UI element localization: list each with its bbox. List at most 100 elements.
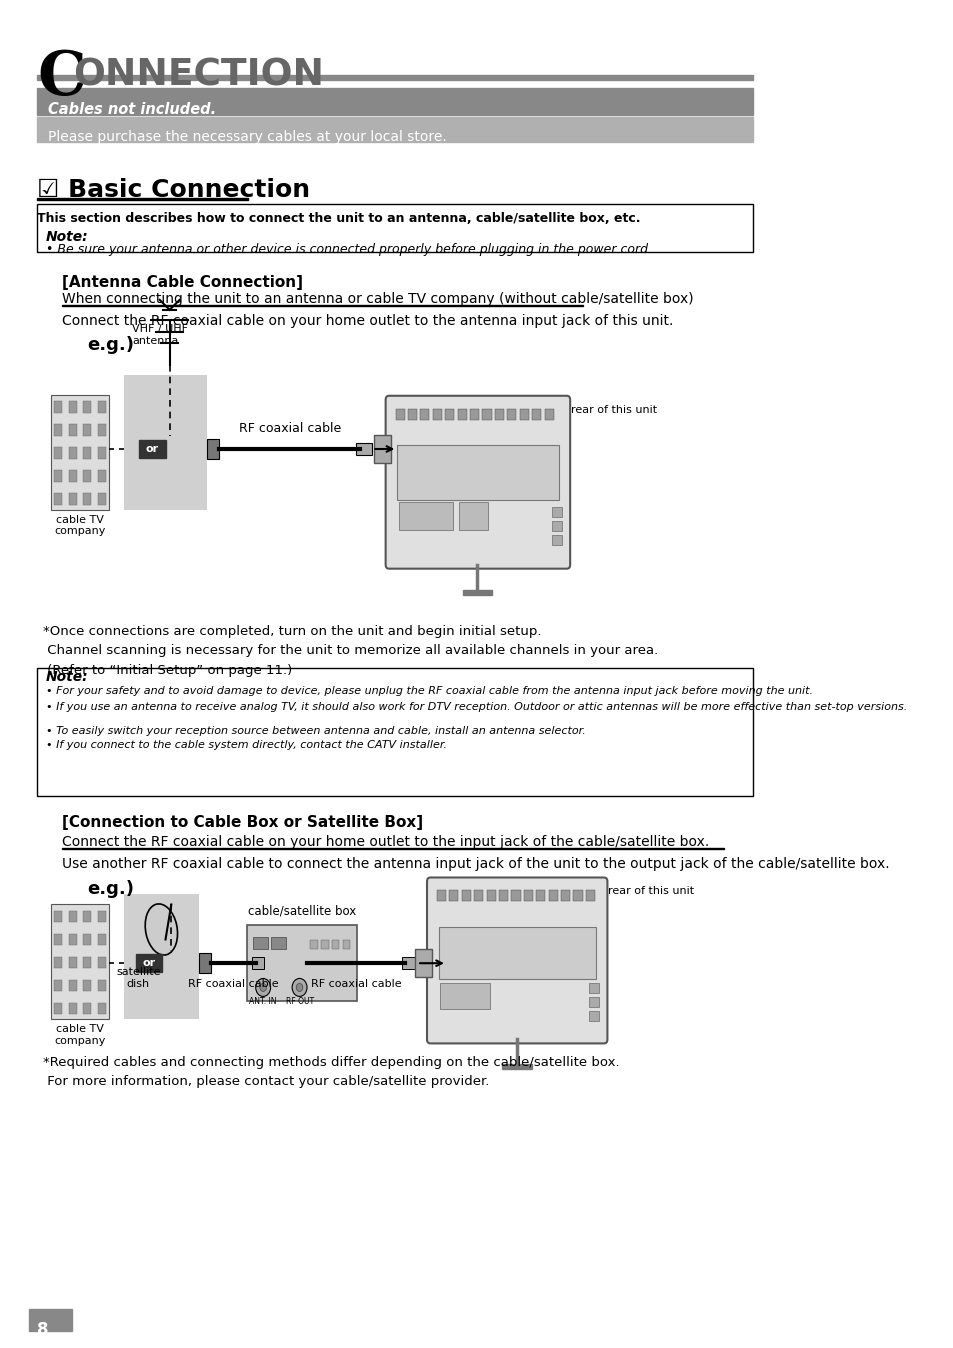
Bar xyxy=(573,891,582,902)
Text: • If you connect to the cable system directly, contact the CATV installer.: • If you connect to the cable system dir… xyxy=(46,740,446,749)
Bar xyxy=(51,905,110,1019)
Text: When connecting the unit to an antenna or cable TV company (without cable/satell: When connecting the unit to an antenna o… xyxy=(62,291,693,306)
Text: ANT. IN: ANT. IN xyxy=(249,998,276,1007)
Bar xyxy=(486,891,496,902)
Bar xyxy=(54,934,62,945)
Bar xyxy=(98,402,106,412)
Bar xyxy=(54,425,62,435)
Text: rear of this unit: rear of this unit xyxy=(608,887,694,896)
Bar xyxy=(54,980,62,991)
Bar xyxy=(98,448,106,458)
Text: Connect the RF coaxial cable on your home outlet to the antenna input jack of th: Connect the RF coaxial cable on your hom… xyxy=(62,314,673,328)
Bar xyxy=(507,408,516,419)
Bar xyxy=(585,891,595,902)
Text: EN: EN xyxy=(36,1336,51,1345)
Bar xyxy=(37,117,752,142)
Bar xyxy=(69,470,77,481)
Bar xyxy=(83,934,91,945)
Bar xyxy=(83,448,91,458)
FancyBboxPatch shape xyxy=(427,878,607,1043)
Bar xyxy=(54,911,62,922)
Bar xyxy=(69,957,77,968)
Text: e.g.): e.g.) xyxy=(87,336,133,353)
Bar xyxy=(69,493,77,504)
Bar xyxy=(83,911,91,922)
Bar xyxy=(449,891,458,902)
Bar xyxy=(395,408,404,419)
Bar xyxy=(98,957,106,968)
Bar xyxy=(54,470,62,481)
Bar xyxy=(54,402,62,412)
Bar xyxy=(470,408,478,419)
FancyBboxPatch shape xyxy=(385,396,570,569)
Bar xyxy=(253,957,264,969)
FancyBboxPatch shape xyxy=(37,204,752,252)
Text: ☑ Basic Connection: ☑ Basic Connection xyxy=(37,178,310,202)
Text: ONNECTION: ONNECTION xyxy=(72,58,323,94)
Bar xyxy=(544,408,553,419)
Bar xyxy=(83,402,91,412)
Text: or: or xyxy=(146,443,158,454)
Bar xyxy=(198,953,211,973)
Bar xyxy=(536,891,545,902)
Text: This section describes how to connect the unit to an antenna, cable/satellite bo: This section describes how to connect th… xyxy=(37,212,640,225)
Bar xyxy=(532,408,540,419)
Bar xyxy=(548,891,558,902)
Text: 8: 8 xyxy=(37,1321,49,1340)
Text: Cables not included.: Cables not included. xyxy=(48,102,216,117)
Bar xyxy=(439,984,490,1010)
Bar xyxy=(560,891,570,902)
Bar xyxy=(310,941,317,949)
Text: satellite
dish: satellite dish xyxy=(116,968,160,989)
Bar xyxy=(54,493,62,504)
Bar xyxy=(54,1003,62,1014)
Bar xyxy=(272,937,286,949)
Bar xyxy=(402,957,416,969)
Bar xyxy=(83,957,91,968)
Bar xyxy=(83,493,91,504)
Bar xyxy=(396,445,558,500)
Bar xyxy=(83,425,91,435)
Text: • To easily switch your reception source between antenna and cable, install an a: • To easily switch your reception source… xyxy=(46,725,584,736)
Bar xyxy=(321,941,328,949)
Ellipse shape xyxy=(255,979,271,996)
Bar xyxy=(589,998,598,1007)
FancyBboxPatch shape xyxy=(37,667,752,795)
Text: or: or xyxy=(142,958,155,968)
Bar xyxy=(523,891,533,902)
Ellipse shape xyxy=(259,984,266,991)
Bar xyxy=(37,75,752,80)
Bar xyxy=(135,954,162,972)
Bar xyxy=(253,937,268,949)
Text: • For your safety and to avoid damage to device, please unplug the RF coaxial ca: • For your safety and to avoid damage to… xyxy=(46,686,812,696)
Bar xyxy=(461,891,471,902)
Bar xyxy=(69,911,77,922)
Bar xyxy=(51,395,110,510)
FancyBboxPatch shape xyxy=(246,926,357,1002)
Text: RF coaxial cable: RF coaxial cable xyxy=(238,422,340,435)
Bar xyxy=(552,507,561,516)
Bar xyxy=(83,980,91,991)
Bar xyxy=(37,88,752,115)
Text: RF coaxial cable: RF coaxial cable xyxy=(311,979,401,989)
Bar xyxy=(83,1003,91,1014)
Bar xyxy=(433,408,441,419)
Text: Use another RF coaxial cable to connect the antenna input jack of the unit to th: Use another RF coaxial cable to connect … xyxy=(62,856,889,871)
Bar xyxy=(408,408,416,419)
Bar xyxy=(498,891,508,902)
Text: RF OUT: RF OUT xyxy=(285,998,314,1007)
Text: cable TV
company: cable TV company xyxy=(54,1024,106,1046)
Bar xyxy=(474,891,483,902)
Bar xyxy=(98,493,106,504)
Bar xyxy=(98,1003,106,1014)
Text: Note:: Note: xyxy=(46,670,88,683)
Bar xyxy=(124,895,198,1019)
Bar xyxy=(69,425,77,435)
Text: [Antenna Cable Connection]: [Antenna Cable Connection] xyxy=(62,275,303,290)
Bar xyxy=(98,934,106,945)
Bar xyxy=(69,448,77,458)
Bar xyxy=(482,408,491,419)
Bar xyxy=(445,408,454,419)
Bar xyxy=(355,443,372,456)
Bar xyxy=(139,439,165,458)
